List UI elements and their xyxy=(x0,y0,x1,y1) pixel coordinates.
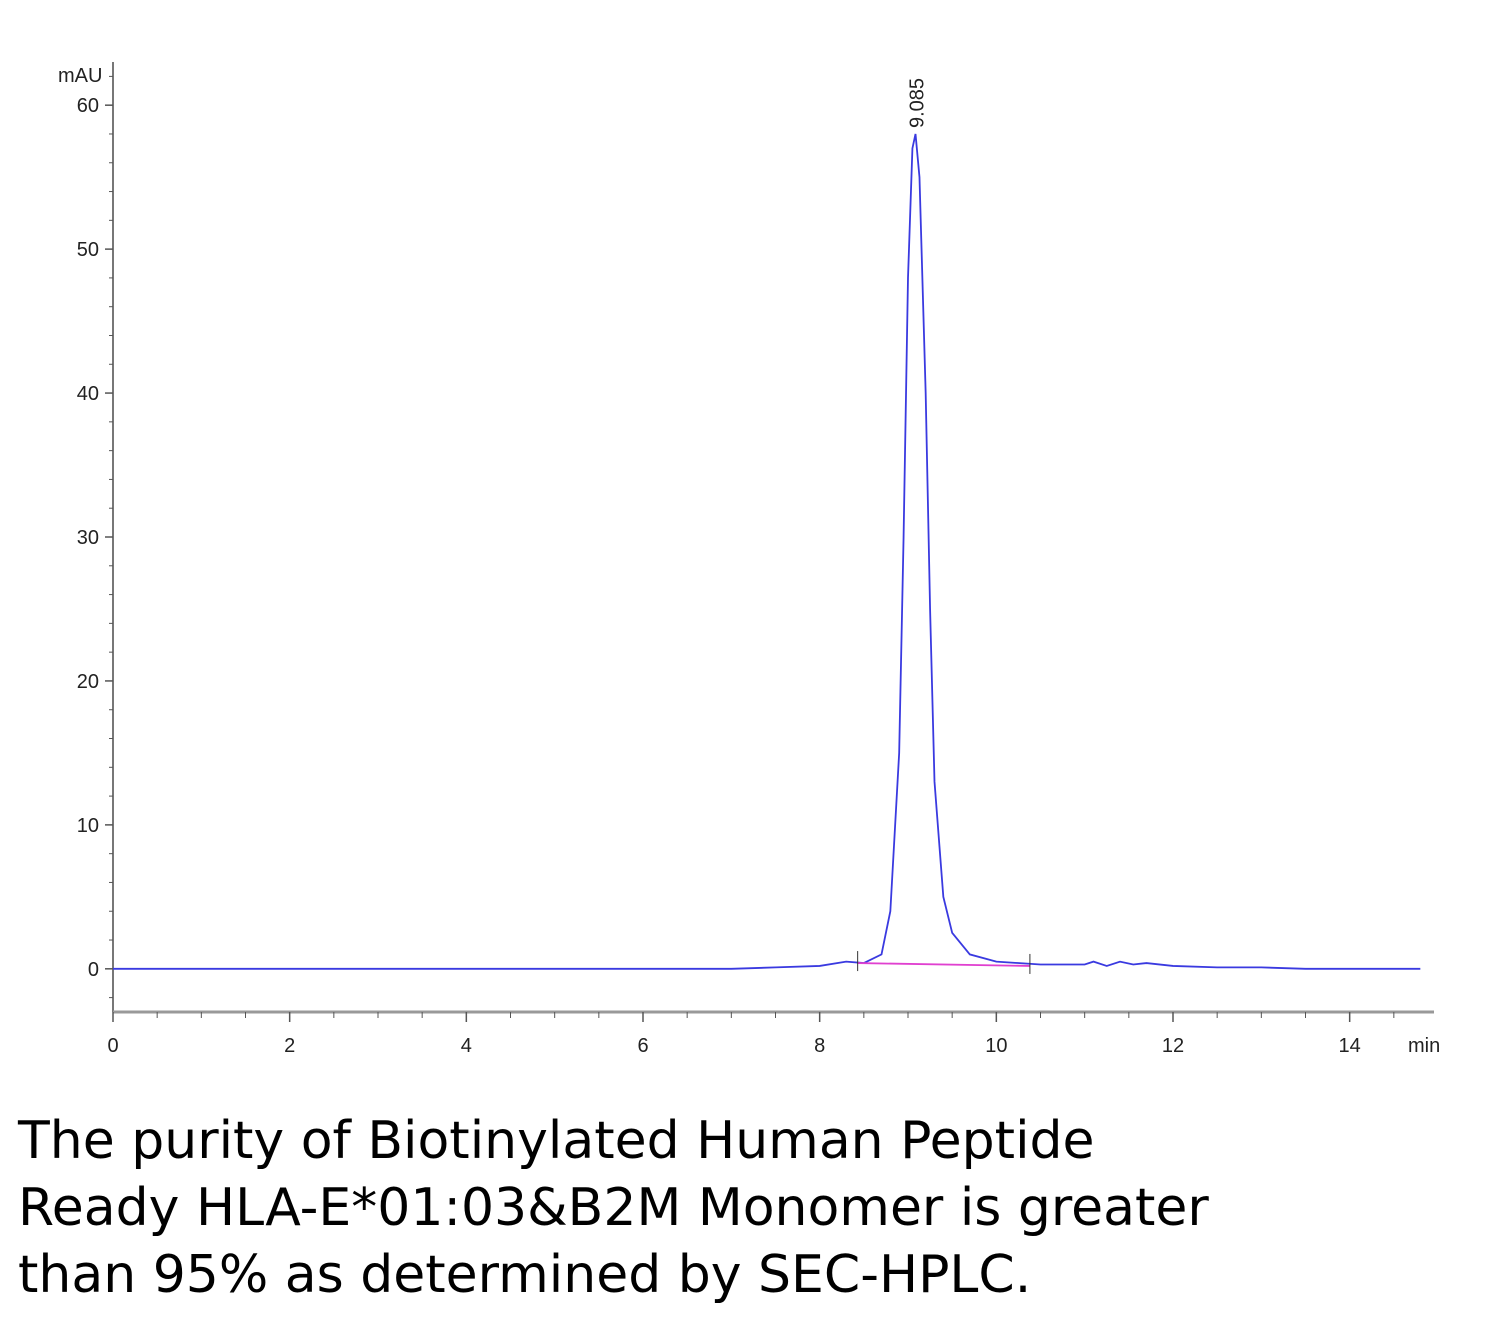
y-tick-label: 20 xyxy=(77,671,99,693)
x-tick-label: 0 xyxy=(107,1035,118,1057)
x-tick-label: 14 xyxy=(1339,1035,1361,1057)
caption-line: The purity of Biotinylated Human Peptide xyxy=(17,1111,1095,1171)
x-axis-label: min xyxy=(1408,1035,1440,1057)
y-tick-label: 30 xyxy=(77,527,99,549)
x-tick-label: 6 xyxy=(637,1035,648,1057)
caption-line: than 95% as determined by SEC-HPLC. xyxy=(18,1245,1031,1305)
y-tick-label: 40 xyxy=(77,383,99,405)
y-tick-label: 0 xyxy=(88,959,99,981)
x-tick-label: 12 xyxy=(1162,1035,1184,1057)
x-tick-label: 10 xyxy=(985,1035,1007,1057)
y-tick-label: 60 xyxy=(77,95,99,117)
caption-line: Ready HLA-E*01:03&B2M Monomer is greater xyxy=(18,1178,1209,1238)
peak-label: 9.085 xyxy=(907,78,929,128)
y-tick-label: 50 xyxy=(77,239,99,261)
x-tick-label: 2 xyxy=(284,1035,295,1057)
x-tick-label: 4 xyxy=(461,1035,472,1057)
y-tick-label: 10 xyxy=(77,815,99,837)
x-tick-label: 8 xyxy=(814,1035,825,1057)
y-axis-label: mAU xyxy=(58,65,102,87)
series-line xyxy=(857,962,1030,967)
series-line xyxy=(113,133,1421,970)
